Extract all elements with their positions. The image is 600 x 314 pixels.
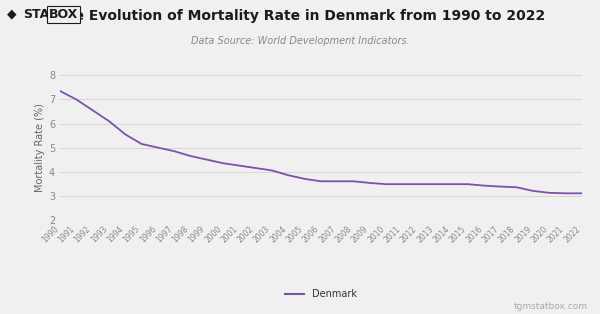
Text: Data Source: World Development Indicators.: Data Source: World Development Indicator… [191, 36, 409, 46]
Text: ◆: ◆ [7, 8, 17, 21]
Text: STAT: STAT [23, 8, 56, 21]
Legend: Denmark: Denmark [281, 285, 361, 303]
Text: BOX: BOX [49, 8, 79, 21]
Text: tgmstatbox.com: tgmstatbox.com [514, 302, 588, 311]
Y-axis label: Mortality Rate (%): Mortality Rate (%) [35, 103, 45, 192]
Text: The Evolution of Mortality Rate in Denmark from 1990 to 2022: The Evolution of Mortality Rate in Denma… [55, 9, 545, 24]
